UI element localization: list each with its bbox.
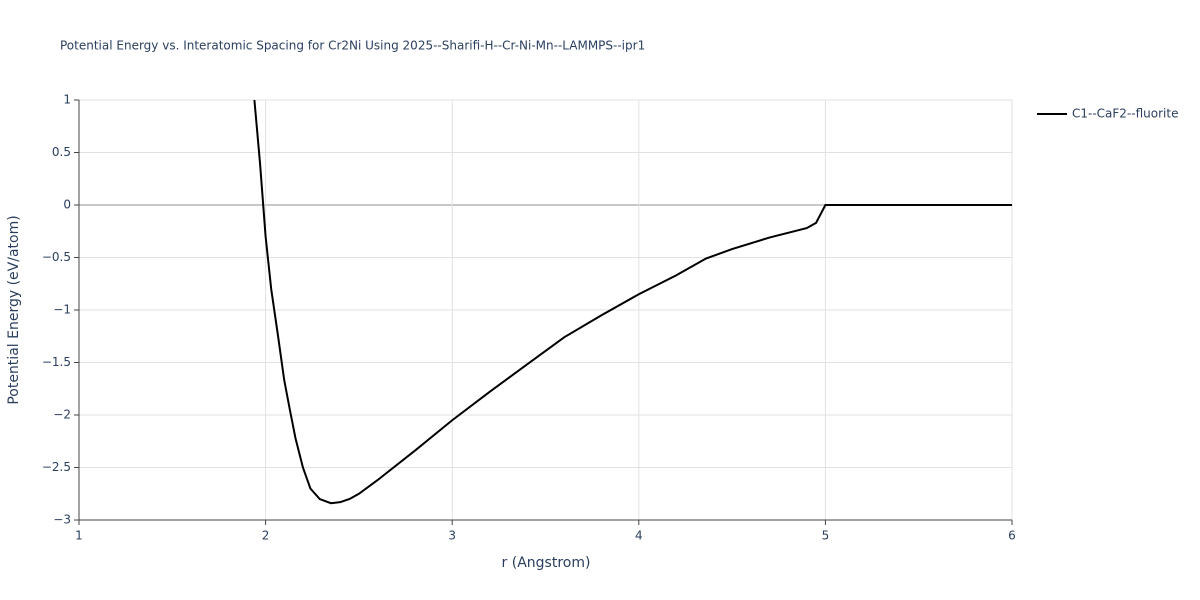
x-tick-label: 6 xyxy=(1008,529,1016,543)
y-tick-label: 1 xyxy=(63,93,71,107)
y-tick-label: −1 xyxy=(53,303,71,317)
y-tick-label: −3 xyxy=(53,513,71,527)
y-tick-label: 0 xyxy=(63,198,71,212)
y-tick-label: −2.5 xyxy=(42,460,71,474)
x-axis-label: r (Angstrom) xyxy=(502,555,591,571)
y-axis-label: Potential Energy (eV/atom) xyxy=(6,215,22,404)
series-line xyxy=(253,100,1012,505)
x-tick-label: 3 xyxy=(448,529,456,543)
y-tick-label: −0.5 xyxy=(42,250,71,264)
y-tick-label: 0.5 xyxy=(52,145,71,159)
x-tick-label: 4 xyxy=(635,529,643,543)
x-tick-label: 5 xyxy=(822,529,830,543)
legend-label: C1--CaF2--fluorite xyxy=(1072,107,1178,121)
x-tick-label: 2 xyxy=(262,529,270,543)
chart-title: Potential Energy vs. Interatomic Spacing… xyxy=(60,39,645,53)
y-tick-label: −1.5 xyxy=(42,355,71,369)
x-tick-label: 1 xyxy=(75,529,83,543)
y-tick-label: −2 xyxy=(53,408,71,422)
